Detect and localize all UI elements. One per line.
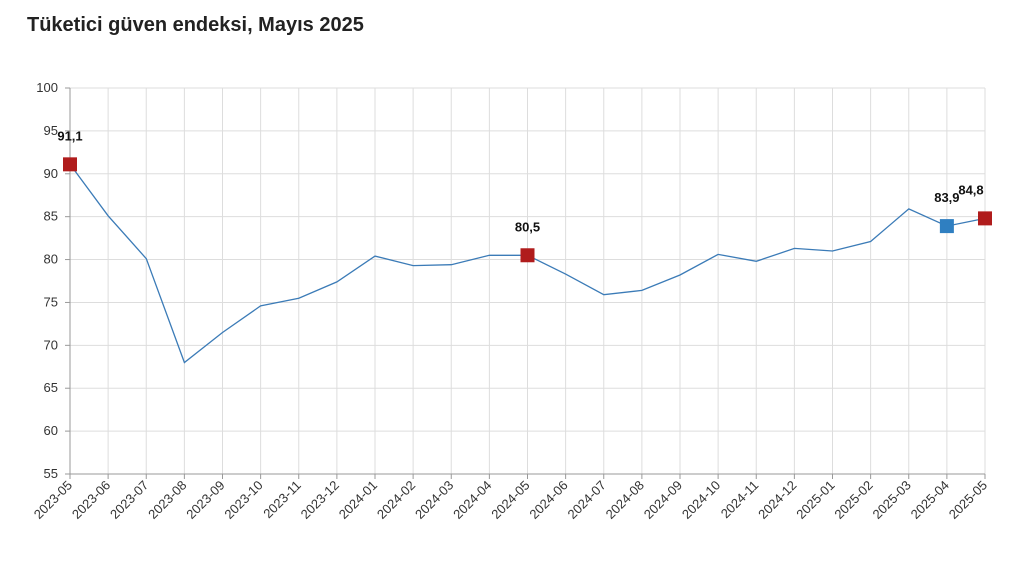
data-label: 91,1 [57,128,82,143]
data-label: 80,5 [515,219,540,234]
x-tick-label: 2023-09 [183,478,227,522]
x-tick-label: 2024-06 [526,478,570,522]
x-tick-label: 2025-01 [793,478,837,522]
x-tick-label: 2024-12 [755,478,799,522]
x-tick-label: 2024-07 [565,478,609,522]
x-tick-label: 2024-02 [374,478,418,522]
x-tick-label: 2025-04 [908,478,952,522]
y-tick-label: 60 [44,423,58,438]
x-tick-label: 2024-09 [641,478,685,522]
data-label: 83,9 [934,190,959,205]
x-tick-label: 2025-05 [946,478,990,522]
data-marker [520,248,535,263]
x-tick-label: 2023-08 [145,478,189,522]
x-tick-label: 2023-06 [69,478,113,522]
y-tick-label: 85 [44,209,58,224]
x-tick-label: 2023-05 [31,478,75,522]
x-tick-label: 2024-05 [488,478,532,522]
x-tick-label: 2023-11 [260,478,304,522]
y-tick-label: 75 [44,294,58,309]
x-tick-label: 2023-07 [107,478,151,522]
data-label: 84,8 [958,182,983,197]
x-tick-label: 2025-03 [870,478,914,522]
y-tick-label: 90 [44,166,58,181]
y-tick-label: 80 [44,252,58,267]
data-marker [939,219,954,234]
y-tick-label: 100 [36,80,58,95]
data-marker [63,157,77,172]
chart-title: Tüketici güven endeksi, Mayıs 2025 [27,14,364,36]
x-tick-label: 2024-10 [679,478,723,522]
x-tick-label: 2024-01 [336,478,380,522]
y-tick-label: 95 [44,123,58,138]
x-tick-label: 2024-08 [603,478,647,522]
data-marker [978,211,992,226]
y-tick-label: 65 [44,380,58,395]
x-tick-label: 2025-02 [831,478,875,522]
x-tick-label: 2023-10 [221,478,265,522]
x-tick-label: 2023-12 [298,478,342,522]
y-tick-label: 55 [44,466,58,481]
x-tick-label: 2024-04 [450,478,494,522]
x-tick-label: 2024-11 [718,478,762,522]
y-tick-label: 70 [44,337,58,352]
x-tick-label: 2024-03 [412,478,456,522]
